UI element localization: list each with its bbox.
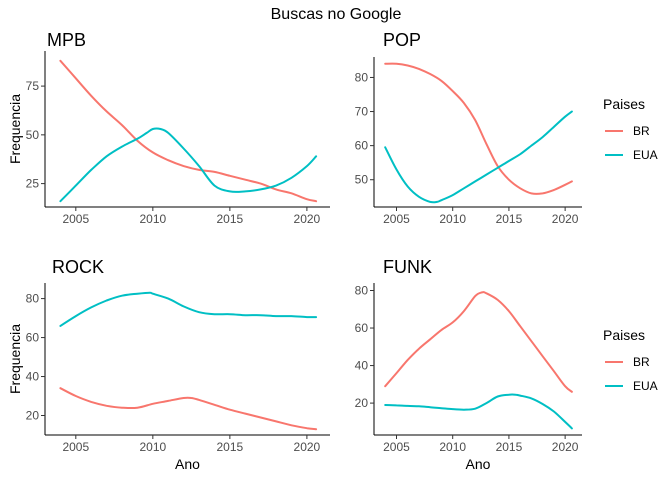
- series-line-eua: [59, 291, 318, 327]
- x-tick-label: 2015: [217, 440, 244, 454]
- x-tick-label: 2005: [383, 440, 410, 454]
- legend-label-br: BR: [633, 355, 650, 369]
- y-tick-label: 80: [355, 70, 369, 84]
- x-tick-label: 2010: [439, 440, 466, 454]
- panel-title: FUNK: [383, 257, 432, 277]
- panel-title: POP: [383, 30, 421, 50]
- series-line-br: [384, 291, 573, 393]
- x-tick-label: 2010: [439, 212, 466, 226]
- figure-title: Buscas no Google: [271, 6, 402, 23]
- panel-title: ROCK: [52, 257, 104, 277]
- y-tick-label: 60: [26, 331, 40, 345]
- y-tick-label: 80: [26, 292, 40, 306]
- x-tick-label: 2020: [552, 212, 579, 226]
- legend-title: Paises: [603, 327, 645, 343]
- legend-label-eua: EUA: [633, 148, 658, 162]
- y-axis-label: Frequencia: [7, 94, 23, 164]
- legend-1: Paises BR EUA: [603, 96, 658, 162]
- series-line-br: [59, 387, 318, 431]
- y-tick-label: 40: [355, 359, 369, 373]
- x-tick-label: 2005: [62, 212, 89, 226]
- y-tick-label: 50: [26, 128, 40, 142]
- x-tick-label: 2015: [217, 212, 244, 226]
- panel-title: MPB: [47, 30, 86, 50]
- x-tick-label: 2015: [496, 212, 523, 226]
- y-tick-label: 40: [26, 370, 40, 384]
- y-tick-label: 50: [355, 173, 369, 187]
- legend-title: Paises: [603, 96, 645, 112]
- y-tick-label: 20: [355, 396, 369, 410]
- x-axis-label: Ano: [175, 456, 200, 472]
- y-tick-label: 70: [355, 105, 369, 119]
- x-tick-label: 2020: [552, 440, 579, 454]
- y-tick-label: 60: [355, 321, 369, 335]
- y-tick-label: 60: [355, 139, 369, 153]
- y-tick-label: 25: [26, 177, 40, 191]
- series-line-eua: [384, 393, 573, 430]
- x-tick-label: 2005: [383, 212, 410, 226]
- y-tick-label: 20: [26, 409, 40, 423]
- x-tick-label: 2015: [496, 440, 523, 454]
- x-axis-label: Ano: [466, 456, 491, 472]
- y-axis-label: Frequencia: [7, 324, 23, 394]
- x-tick-label: 2020: [294, 212, 321, 226]
- y-tick-label: 75: [26, 79, 40, 93]
- series-line-eua: [59, 127, 318, 203]
- legend-label-br: BR: [633, 124, 650, 138]
- legends: Paises BR EUA Paises BR EUA: [603, 96, 658, 393]
- legend-2: Paises BR EUA: [603, 327, 658, 393]
- x-tick-label: 2010: [139, 212, 166, 226]
- x-tick-label: 2005: [62, 440, 89, 454]
- series-line-br: [59, 59, 318, 203]
- x-tick-label: 2020: [294, 440, 321, 454]
- y-tick-label: 80: [355, 284, 369, 298]
- series-line-br: [384, 62, 573, 195]
- series-line-eua: [384, 110, 573, 204]
- x-tick-label: 2010: [139, 440, 166, 454]
- panel-pop: POP 2005 2010 2015 2020 50 60 70 80: [355, 30, 582, 226]
- legend-label-eua: EUA: [633, 379, 658, 393]
